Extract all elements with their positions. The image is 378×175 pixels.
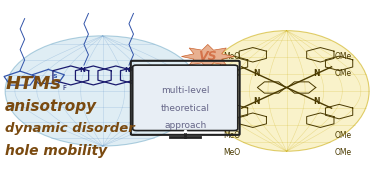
Text: N: N (124, 67, 130, 73)
Text: approach: approach (164, 121, 206, 130)
Text: MeO: MeO (224, 131, 241, 140)
Polygon shape (181, 44, 234, 69)
Text: hole mobility: hole mobility (5, 144, 107, 158)
Text: OMe: OMe (334, 52, 352, 61)
Text: MeO: MeO (224, 148, 241, 158)
Text: F: F (142, 85, 146, 90)
Text: VS: VS (198, 50, 217, 63)
Text: N: N (253, 69, 260, 78)
Text: MeO: MeO (224, 69, 241, 78)
Text: S: S (186, 76, 191, 80)
Text: N: N (253, 97, 260, 106)
Text: HTMs: HTMs (5, 75, 61, 93)
Text: MeO: MeO (224, 52, 241, 61)
Text: theoretical: theoretical (161, 104, 210, 113)
Text: dynamic disorder: dynamic disorder (5, 122, 135, 135)
Text: F: F (62, 85, 67, 90)
Ellipse shape (5, 36, 200, 146)
FancyBboxPatch shape (133, 65, 238, 131)
Text: anisotropy: anisotropy (5, 99, 97, 114)
Text: N: N (313, 69, 320, 78)
Text: multi-level: multi-level (161, 86, 209, 95)
Text: OMe: OMe (334, 69, 352, 78)
Text: S: S (53, 74, 57, 79)
Text: OMe: OMe (334, 148, 352, 158)
Text: S: S (25, 76, 29, 80)
Text: OMe: OMe (334, 131, 352, 140)
Text: N: N (80, 67, 86, 73)
Text: N: N (313, 97, 320, 106)
Ellipse shape (204, 31, 369, 151)
Text: S: S (163, 74, 168, 79)
